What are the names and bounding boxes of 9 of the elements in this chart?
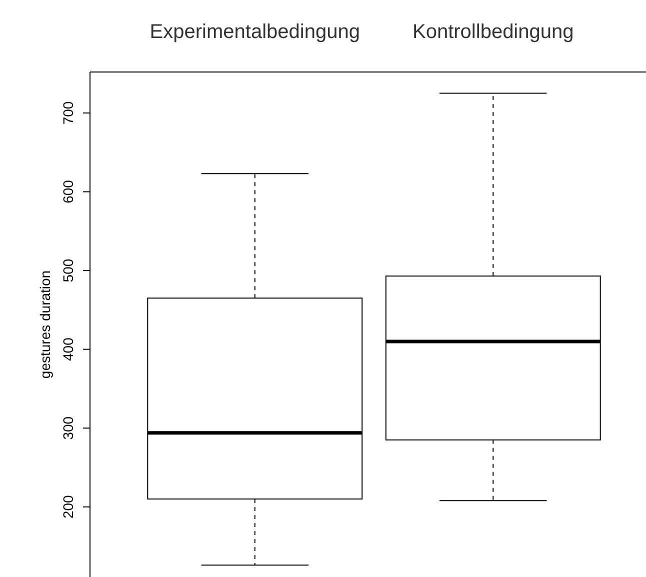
y-tick-label: 500 (60, 258, 76, 282)
y-tick-label: 600 (60, 180, 76, 204)
y-axis-title: gestures duration (37, 270, 53, 379)
x-tick-label: Kontrollbedingung (412, 21, 574, 43)
y-tick-label: 400 (60, 337, 76, 361)
y-tick-label: 700 (60, 101, 76, 125)
y-tick-label: 200 (60, 494, 76, 519)
y-tick-label: 300 (60, 416, 76, 440)
x-tick-label: Experimentalbedingung (150, 21, 360, 43)
